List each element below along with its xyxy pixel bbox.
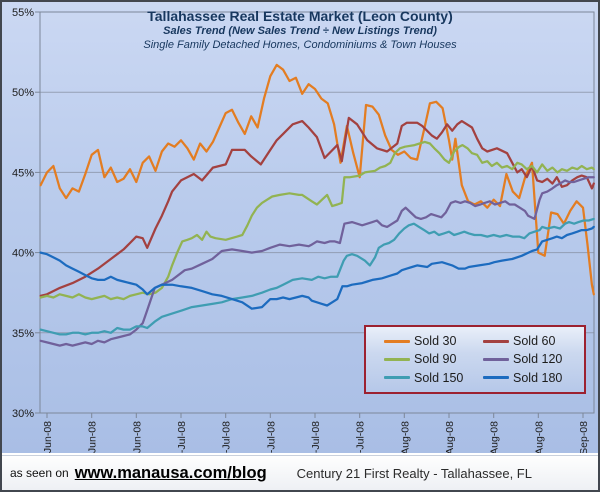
realty-text: Century 21 First Realty - Tallahassee, F…	[296, 465, 532, 481]
as-seen-on-text: as seen on	[10, 466, 69, 480]
chart-area: 55% 50% 45% 40% 35% 30% 12-Jun-08 19-Jun-08 26-J…	[2, 2, 598, 453]
legend-swatch	[384, 376, 410, 380]
legend-label: Sold 60	[513, 334, 556, 349]
x-axis-label: 17-Jul-08	[265, 421, 277, 453]
x-axis-label: 31-Jul-08	[355, 421, 367, 453]
legend-swatch	[483, 339, 509, 343]
y-axis-label: 35%	[12, 328, 34, 340]
legend-label: Sold 180	[513, 370, 563, 385]
y-axis-label: 30%	[12, 408, 34, 420]
legend-item-sold-180: Sold 180	[483, 371, 582, 385]
y-axis-label: 55%	[12, 7, 34, 19]
plot-svg: 55% 50% 45% 40% 35% 30% 12-Jun-08 19-Jun-08 26-J…	[12, 7, 595, 453]
footer: as seen on www.manausa.com/blog Century …	[2, 455, 598, 490]
series-line-sold-60	[39, 116, 595, 298]
legend-item-sold-150: Sold 150	[384, 371, 483, 385]
legend-swatch	[483, 357, 509, 361]
legend-label: Sold 90	[414, 352, 457, 367]
series-line-sold-150	[39, 217, 595, 336]
y-axis-label: 45%	[12, 167, 34, 179]
x-axis-label: 24-Jul-08	[310, 421, 322, 453]
legend-swatch	[483, 376, 509, 380]
legend-item-sold-60: Sold 60	[483, 334, 582, 348]
x-axis-label: 28-Aug-08	[533, 421, 545, 453]
x-axis-label: 26-Jun-08	[131, 421, 143, 453]
manausa-blog-link[interactable]: www.manausa.com/blog	[74, 463, 267, 482]
y-axis-label: 40%	[12, 248, 34, 260]
plot-frame	[39, 11, 595, 414]
x-axis-label: 21-Aug-08	[489, 421, 501, 453]
y-axis-label: 50%	[12, 87, 34, 99]
x-axis-label: 19-Jun-08	[87, 421, 99, 453]
x-axis-label: 12-Jun-08	[42, 421, 54, 453]
legend-label: Sold 30	[414, 334, 457, 349]
x-axis-label: 3-Jul-08	[176, 421, 188, 453]
x-axis-label: 14-Aug-08	[444, 421, 456, 453]
series-line-sold-120	[39, 176, 595, 347]
series-line-sold-90	[39, 140, 595, 301]
x-axis-label: 7-Aug-08	[399, 421, 411, 453]
legend-label: Sold 150	[414, 370, 464, 385]
legend-label: Sold 120	[513, 352, 563, 367]
series-line-sold-30	[39, 63, 595, 296]
legend-swatch	[384, 339, 410, 343]
legend: Sold 30 Sold 60 Sold 90 Sold 120 Sold 150 Sol…	[364, 325, 586, 394]
legend-item-sold-120: Sold 120	[483, 352, 582, 366]
x-axis-label: 4-Sep-08	[578, 421, 590, 453]
legend-item-sold-90: Sold 90	[384, 352, 483, 366]
series-line-sold-180	[39, 225, 595, 310]
legend-swatch	[384, 357, 410, 361]
legend-item-sold-30: Sold 30	[384, 334, 483, 348]
x-axis-label: 10-Jul-08	[221, 421, 233, 453]
